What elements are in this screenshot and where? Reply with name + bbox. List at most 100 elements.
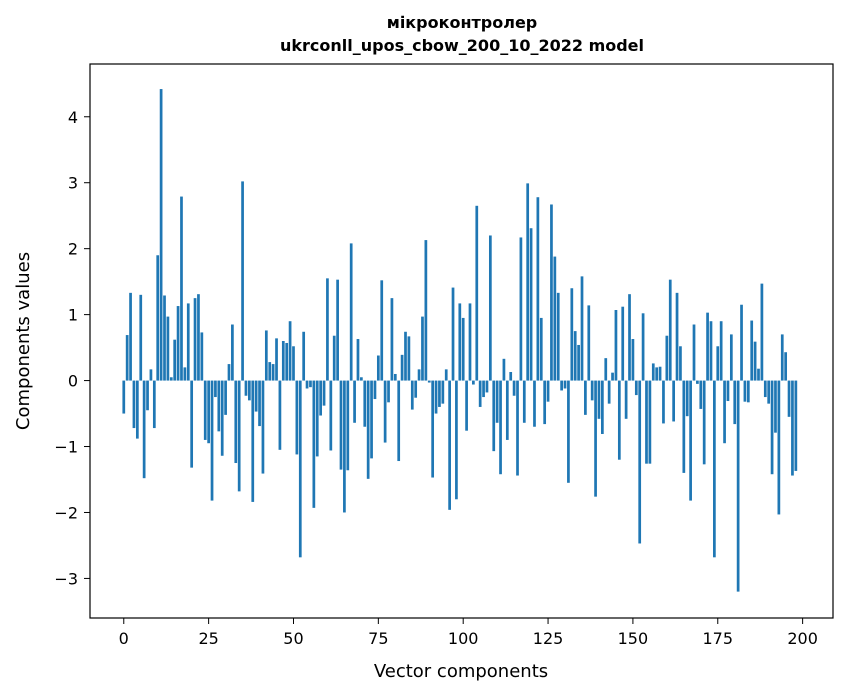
bar-113 <box>505 380 509 440</box>
bar-197 <box>791 380 794 476</box>
bar-33 <box>234 380 238 464</box>
bar-118 <box>522 380 526 423</box>
bar-60 <box>326 278 329 381</box>
bar-42 <box>264 330 268 381</box>
bar-110 <box>495 380 499 423</box>
bar-167 <box>689 380 692 501</box>
bar-189 <box>763 380 767 398</box>
bar-10 <box>156 255 160 381</box>
bar-108 <box>488 235 492 381</box>
bar-180 <box>733 380 737 425</box>
y-tick-label: −1 <box>54 438 78 457</box>
bar-5 <box>139 294 143 381</box>
bar-49 <box>288 321 292 381</box>
x-tick-label: 25 <box>198 629 218 648</box>
bar-163 <box>675 292 679 381</box>
bar-11 <box>159 89 163 381</box>
plot-frame <box>89 63 834 619</box>
bar-34 <box>237 380 241 492</box>
bar-21 <box>193 298 197 381</box>
bar-111 <box>499 380 502 475</box>
bar-6 <box>142 380 146 479</box>
bar-171 <box>702 380 706 465</box>
bar-179 <box>729 334 733 381</box>
bar-72 <box>366 380 370 479</box>
bar-178 <box>726 380 730 402</box>
bar-145 <box>614 310 618 381</box>
bar-3 <box>132 380 136 429</box>
bar-101 <box>465 380 468 431</box>
bar-43 <box>268 362 272 381</box>
bar-45 <box>275 338 278 381</box>
bar-39 <box>254 380 258 412</box>
bar-36 <box>244 380 248 396</box>
bar-87 <box>417 369 421 381</box>
bar-85 <box>410 380 414 410</box>
bar-79 <box>390 298 394 381</box>
bar-41 <box>261 380 265 474</box>
bar-140 <box>597 380 601 419</box>
bar-82 <box>400 354 404 381</box>
bar-107 <box>485 380 489 393</box>
bar-63 <box>336 279 339 381</box>
bar-172 <box>706 312 709 381</box>
bar-65 <box>343 380 346 513</box>
bar-198 <box>794 380 798 471</box>
bar-159 <box>662 380 665 424</box>
bar-58 <box>319 380 322 416</box>
bar-152 <box>638 380 642 544</box>
bar-99 <box>458 303 462 381</box>
bar-84 <box>407 336 411 381</box>
bar-141 <box>601 380 604 434</box>
bar-105 <box>478 380 482 407</box>
bar-26 <box>210 380 214 501</box>
bar-67 <box>349 243 353 381</box>
y-tick-label: −3 <box>54 569 78 588</box>
bar-119 <box>526 183 530 381</box>
bar-56 <box>312 380 316 508</box>
bar-50 <box>292 346 295 381</box>
bar-35 <box>241 181 244 381</box>
bar-73 <box>370 380 373 459</box>
bar-77 <box>383 380 387 443</box>
bar-68 <box>353 380 356 423</box>
bar-146 <box>617 380 621 460</box>
y-tick-label: 0 <box>68 372 78 391</box>
bar-44 <box>271 364 275 381</box>
bar-22 <box>197 294 200 381</box>
x-tick-label: 150 <box>618 629 649 648</box>
bar-122 <box>536 197 540 381</box>
bar-169 <box>696 380 699 384</box>
bar-81 <box>397 380 401 462</box>
bar-4 <box>135 380 139 439</box>
bar-175 <box>716 346 720 381</box>
bar-25 <box>207 380 210 444</box>
bar-91 <box>431 380 435 478</box>
bar-116 <box>516 380 519 476</box>
bar-131 <box>567 380 570 483</box>
bar-51 <box>295 380 299 455</box>
bar-137 <box>587 305 591 381</box>
bar-128 <box>556 292 560 381</box>
y-tick-label: 4 <box>68 108 78 127</box>
x-tick-label: 50 <box>283 629 303 648</box>
bar-139 <box>594 380 597 497</box>
bar-157 <box>655 367 659 381</box>
bar-132 <box>570 288 574 381</box>
bar-185 <box>750 320 754 381</box>
bar-98 <box>455 380 458 500</box>
bar-174 <box>713 380 716 558</box>
y-tick-label: 3 <box>68 174 78 193</box>
bar-12 <box>163 295 166 381</box>
bar-74 <box>373 380 377 400</box>
bar-164 <box>679 346 682 381</box>
bar-195 <box>784 352 788 381</box>
bar-176 <box>719 321 723 381</box>
x-tick-label: 0 <box>119 629 129 648</box>
bar-40 <box>258 380 261 427</box>
bar-129 <box>560 380 563 391</box>
bar-90 <box>427 380 431 383</box>
bar-148 <box>624 380 628 419</box>
